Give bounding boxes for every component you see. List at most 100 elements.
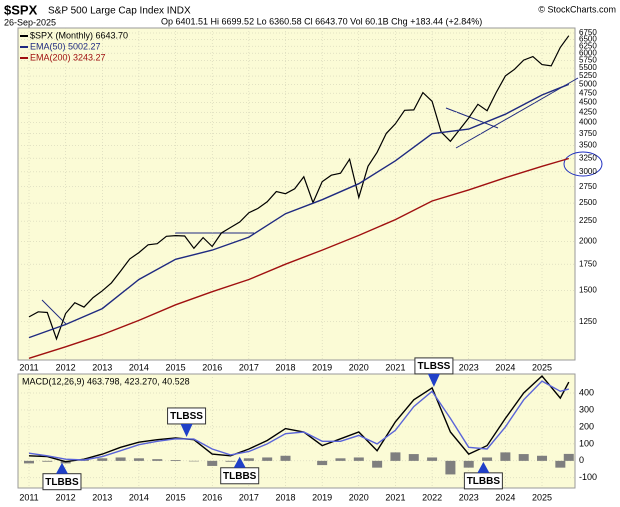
y-tick-label: 6750 — [579, 28, 597, 37]
x-tick-label: 2021 — [385, 492, 405, 502]
series-line — [28, 380, 569, 461]
annotation-arrow — [477, 461, 490, 473]
x-tick-label: 2013 — [92, 492, 112, 502]
x-tick-label: 2016 — [202, 492, 222, 502]
legend-label: $SPX (Monthly) 6643.70 — [30, 30, 128, 40]
annotation-label: TLBSS — [418, 361, 451, 372]
x-tick-label: 2018 — [275, 492, 295, 502]
histogram-bar — [463, 460, 474, 468]
histogram-bar — [262, 457, 273, 461]
legend-label: EMA(50) 5002.27 — [30, 41, 101, 51]
y-tick-label: 5000 — [579, 80, 597, 89]
annotation-arrow — [233, 456, 246, 468]
histogram-bar — [152, 459, 163, 461]
x-tick-label: 2014 — [129, 492, 149, 502]
annotation-label: TLBBS — [467, 476, 501, 487]
histogram-bar — [482, 457, 493, 461]
series-line — [28, 83, 570, 339]
histogram-bar — [280, 455, 291, 461]
x-tick-label: 2017 — [239, 492, 259, 502]
x-tick-label: 2012 — [56, 492, 76, 502]
y-tick-label: 4250 — [579, 107, 597, 116]
annotation-arrow — [55, 462, 68, 474]
x-tick-label: 2019 — [312, 492, 332, 502]
histogram-bar — [188, 460, 199, 462]
y-tick-label: 0 — [579, 455, 584, 465]
x-tick-label: 2015 — [166, 362, 186, 372]
y-tick-label: 1500 — [579, 286, 597, 295]
histogram-bar — [353, 457, 364, 461]
histogram-bar — [207, 460, 218, 466]
histogram-bar — [23, 460, 34, 464]
annotation: TLBBS — [220, 456, 260, 485]
histogram-bar — [335, 458, 346, 461]
y-tick-label: 200 — [579, 421, 594, 431]
annotation-label: TLBBS — [45, 477, 79, 488]
annotation: TLBSS — [414, 357, 454, 387]
quote: Op 6401.51 Hi 6699.52 Lo 6360.58 Cl 6643… — [161, 16, 482, 26]
series-line — [28, 157, 569, 359]
annotation-arrow — [180, 423, 193, 437]
annotation-label: TLBBS — [223, 471, 257, 482]
y-tick-label: 2500 — [579, 198, 597, 207]
x-tick-label: 2014 — [129, 362, 149, 372]
subtitle: S&P 500 Large Cap Index INDX — [48, 6, 191, 17]
x-tick-label: 2021 — [385, 362, 405, 372]
trend-line — [455, 77, 579, 149]
annotation: TLBBS — [463, 461, 503, 490]
histogram-bar — [390, 452, 401, 461]
y-tick-label: 1750 — [579, 259, 597, 268]
annotation: TLBBS — [42, 462, 82, 491]
series-line — [28, 35, 570, 341]
trend-lines — [41, 77, 603, 325]
y-tick-label: 3750 — [579, 129, 597, 138]
histogram-bar — [500, 452, 511, 461]
y-tick-label: 2000 — [579, 236, 597, 245]
histogram-bar — [427, 457, 438, 461]
x-tick-label: 2017 — [239, 362, 259, 372]
y-tick-label: 4000 — [579, 118, 597, 127]
y-tick-label: -100 — [579, 472, 597, 482]
x-tick-label: 2020 — [349, 492, 369, 502]
x-tick-label: 2022 — [422, 492, 442, 502]
y-tick-label: 5750 — [579, 56, 597, 65]
date: 26-Sep-2025 — [4, 17, 56, 27]
x-tick-label: 2011 — [19, 362, 38, 372]
x-tick-label: 2013 — [92, 362, 112, 372]
x-tick-label: 2016 — [202, 362, 222, 372]
y-tick-label: 3250 — [579, 153, 597, 162]
y-tick-label: 1250 — [579, 317, 597, 326]
annotation-label: TLBSS — [170, 411, 203, 422]
y-tick-label: 2250 — [579, 216, 597, 225]
histogram-bar — [170, 460, 181, 461]
y-tick-label: 3500 — [579, 141, 597, 150]
x-tick-label: 2025 — [532, 492, 552, 502]
y-tick-label: 100 — [579, 438, 594, 448]
x-tick-label: 2015 — [166, 492, 186, 502]
symbol: $SPX — [4, 2, 38, 17]
x-tick-label: 2019 — [312, 362, 332, 372]
x-tick-label: 2011 — [19, 492, 38, 502]
y-tick-label: 400 — [579, 387, 594, 397]
histogram-bar — [563, 453, 574, 461]
y-tick-label: 3000 — [579, 167, 597, 176]
x-tick-label: 2012 — [56, 362, 76, 372]
histogram-bar — [537, 455, 548, 461]
y-tick-label: 6500 — [579, 35, 597, 44]
y-tick-label: 6000 — [579, 48, 597, 57]
credit: © StockCharts.com — [538, 4, 616, 14]
histogram-bar — [115, 457, 126, 461]
histogram-bar — [445, 460, 456, 475]
y-tick-label: 6250 — [579, 41, 597, 50]
x-tick-label: 2023 — [459, 492, 479, 502]
price-panel — [17, 27, 576, 361]
annotation-arrow — [427, 373, 440, 387]
macd-title: MACD(12,26,9) 463.798, 423.270, 40.528 — [22, 376, 190, 386]
trend-line — [445, 107, 499, 129]
histogram-bar — [518, 454, 529, 461]
x-tick-label: 2025 — [532, 362, 552, 372]
highlight-ellipse — [563, 151, 603, 177]
histogram-bar — [42, 460, 53, 462]
histogram-bar — [97, 458, 108, 461]
